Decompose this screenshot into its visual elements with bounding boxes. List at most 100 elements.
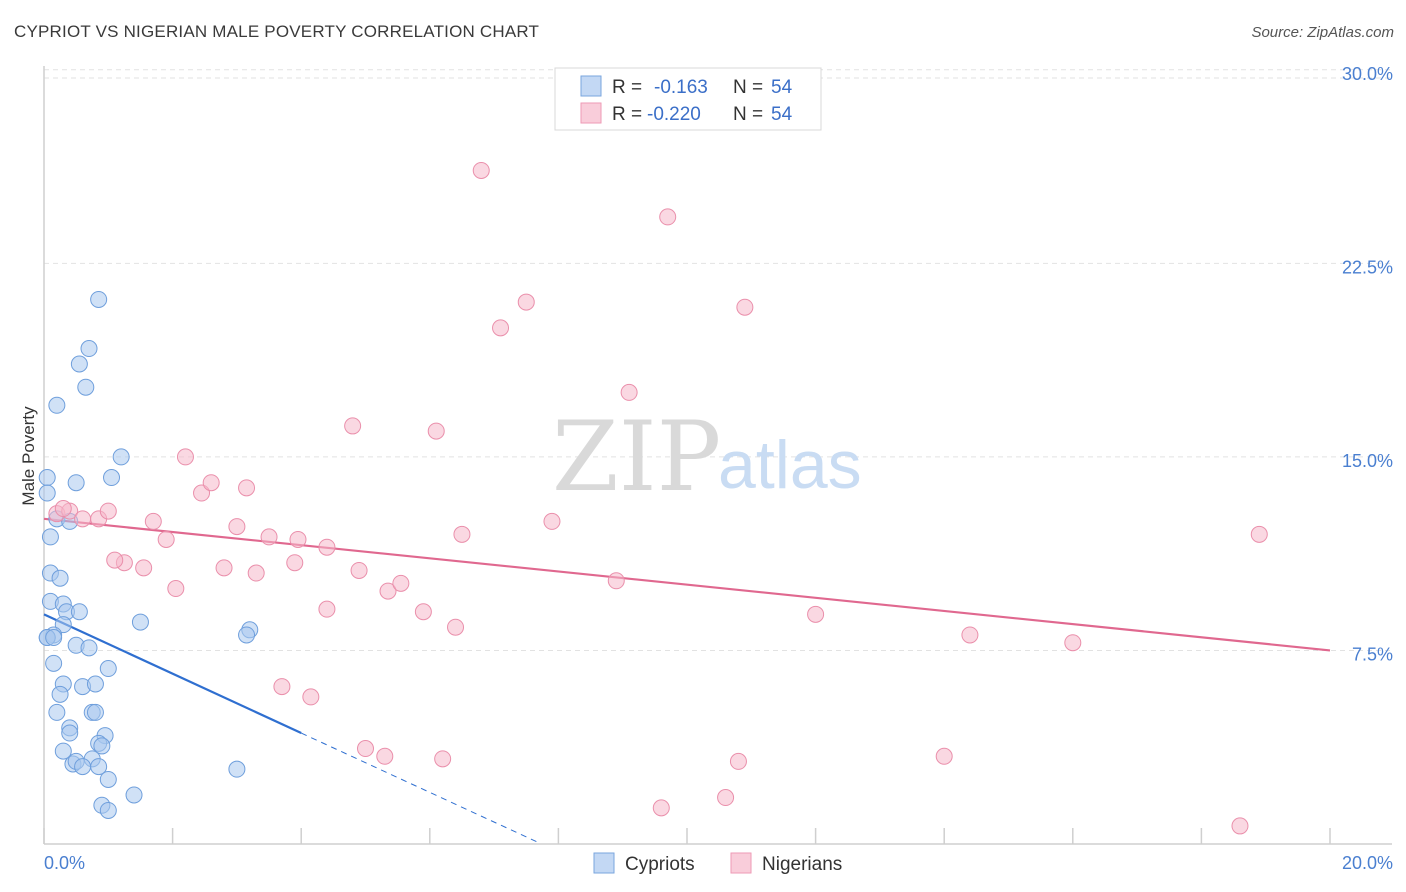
cypriots-point: [86, 703, 104, 721]
nigerians-point: [453, 525, 471, 543]
stats-r-label-2: R =: [612, 104, 642, 125]
nigerians-point: [736, 298, 754, 316]
cypriots-point: [228, 760, 246, 778]
cypriots-point: [125, 786, 143, 804]
nigerians-point: [376, 747, 394, 765]
data-points: [38, 161, 1268, 835]
axes: 7.5% 15.0% 22.5% 30.0% 0.0% 20.0%: [43, 64, 1393, 873]
cypriots-point: [131, 613, 149, 631]
stats-n-label-1: N =: [733, 77, 763, 98]
y-tick-label: 30.0%: [1342, 64, 1393, 84]
nigerians-point: [157, 530, 175, 548]
x-tick-label-min: 0.0%: [44, 853, 85, 873]
nigerians-point: [74, 510, 92, 528]
cypriots-point: [70, 355, 88, 373]
nigerians-point: [392, 574, 410, 592]
cypriots-point: [90, 290, 108, 308]
nigerians-point: [492, 319, 510, 337]
watermark-atlas: atlas: [718, 427, 862, 503]
nigerians-point: [247, 564, 265, 582]
cypriots-point: [54, 742, 72, 760]
nigerians-point: [99, 502, 117, 520]
nigerians-point: [273, 678, 291, 696]
nigerians-point: [289, 530, 307, 548]
nigerians-point: [607, 572, 625, 590]
nigerians-point: [620, 383, 638, 401]
nigerians-point: [447, 618, 465, 636]
nigerians-swatch: [580, 102, 602, 124]
cypriots-point: [99, 660, 117, 678]
cypriots-point: [80, 340, 98, 358]
cypriots-point: [80, 639, 98, 657]
y-tick-label: 22.5%: [1342, 257, 1393, 277]
watermark-zip: ZIP: [552, 401, 721, 513]
nigerians-point: [543, 512, 561, 530]
nigerians-point: [472, 161, 490, 179]
cypriots-point: [93, 737, 111, 755]
legend-cypriots-swatch: [593, 852, 615, 874]
cypriots-point: [99, 801, 117, 819]
cypriots-point: [48, 703, 66, 721]
nigerians-point: [176, 448, 194, 466]
cypriots-trend-extension: [300, 732, 540, 844]
chart-title: CYPRIOT VS NIGERIAN MALE POVERTY CORRELA…: [14, 22, 540, 41]
nigerians-point: [1231, 817, 1249, 835]
cypriots-point: [45, 629, 63, 647]
nigerians-point: [318, 600, 336, 618]
cypriots-point: [70, 603, 88, 621]
cypriots-trend-line: [43, 613, 302, 735]
cypriots-swatch: [580, 75, 602, 97]
stats-r-value-1: -0.163: [654, 77, 708, 98]
nigerians-point: [135, 559, 153, 577]
nigerians-point: [717, 789, 735, 807]
series-legend: Cypriots Nigerians: [593, 852, 842, 875]
nigerians-point: [54, 500, 72, 518]
nigerians-point: [1064, 634, 1082, 652]
nigerians-point: [517, 293, 535, 311]
legend-nigerians-label: Nigerians: [762, 854, 842, 875]
cypriots-point: [74, 758, 92, 776]
x-tick-label-max: 20.0%: [1342, 853, 1393, 873]
cypriots-point: [38, 469, 56, 487]
nigerians-point: [379, 582, 397, 600]
cypriots-point: [51, 569, 69, 587]
cypriots-point: [99, 770, 117, 788]
y-tick-label: 15.0%: [1342, 451, 1393, 471]
nigerians-point: [807, 605, 825, 623]
nigerians-point: [238, 479, 256, 497]
cypriots-point: [51, 685, 69, 703]
nigerians-point: [260, 528, 278, 546]
nigerians-point: [434, 750, 452, 768]
nigerians-point: [350, 561, 368, 579]
cypriots-point: [238, 626, 256, 644]
nigerians-point: [228, 518, 246, 536]
cypriots-point: [77, 378, 95, 396]
y-axis-label: Male Poverty: [19, 406, 38, 506]
nigerians-point: [357, 740, 374, 758]
nigerians-point: [935, 747, 953, 765]
nigerians-point: [961, 626, 979, 644]
stats-legend: R = -0.163 N = 54 R = -0.220 N = 54: [554, 67, 822, 131]
cypriots-point: [61, 724, 79, 742]
nigerians-point: [144, 512, 162, 530]
stats-n-value-2: 54: [771, 104, 793, 125]
nigerians-point: [659, 208, 677, 226]
legend-nigerians-swatch: [730, 852, 752, 874]
nigerians-point: [729, 752, 747, 770]
stats-n-value-1: 54: [771, 77, 793, 98]
nigerians-trend-line: [43, 517, 1331, 652]
stats-r-label-1: R =: [612, 77, 642, 98]
cypriots-point: [86, 675, 104, 693]
nigerians-point: [652, 799, 670, 817]
cypriots-point: [41, 528, 59, 546]
cypriots-point: [103, 469, 121, 487]
nigerians-point: [106, 551, 124, 569]
trend-lines: [43, 517, 1331, 844]
cypriots-point: [67, 474, 85, 492]
stats-n-label-2: N =: [733, 104, 763, 125]
stats-r-value-2: -0.220: [647, 104, 701, 125]
cypriots-point: [112, 448, 130, 466]
nigerians-point: [318, 538, 336, 556]
nigerians-point: [302, 688, 320, 706]
nigerians-point: [215, 559, 233, 577]
